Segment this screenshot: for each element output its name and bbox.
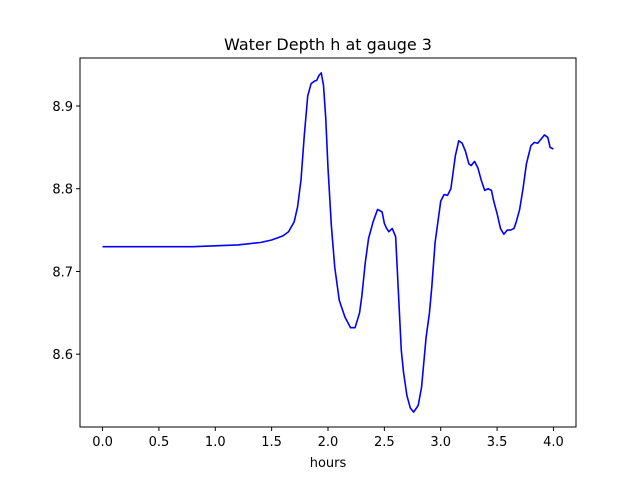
y-tick-label: 8.6: [52, 348, 73, 363]
plot-area-frame: [79, 57, 577, 428]
x-tick-label: 0.0: [92, 435, 113, 450]
series-line-water-depth: [102, 72, 554, 413]
x-tick-label: 2.0: [318, 435, 339, 450]
x-tick-label: 0.5: [149, 435, 170, 450]
x-axis-label: hours: [310, 456, 347, 471]
y-axis-ticks: 8.6 8.7 8.8 8.9: [52, 100, 80, 363]
y-tick-label: 8.8: [52, 183, 73, 198]
chart-title: Water Depth h at gauge 3: [224, 35, 432, 54]
x-tick-label: 3.0: [430, 435, 451, 450]
x-tick-label: 1.0: [205, 435, 226, 450]
x-axis-ticks: 0.0 0.5 1.0 1.5 2.0 2.5 3.0 3.5 4.0: [92, 427, 564, 450]
y-tick-label: 8.7: [52, 265, 73, 280]
x-tick-label: 3.5: [487, 435, 508, 450]
x-tick-label: 4.0: [543, 435, 564, 450]
x-tick-label: 1.5: [261, 435, 282, 450]
x-tick-label: 2.5: [374, 435, 395, 450]
series-group: [102, 72, 554, 413]
y-tick-label: 8.9: [52, 100, 73, 115]
